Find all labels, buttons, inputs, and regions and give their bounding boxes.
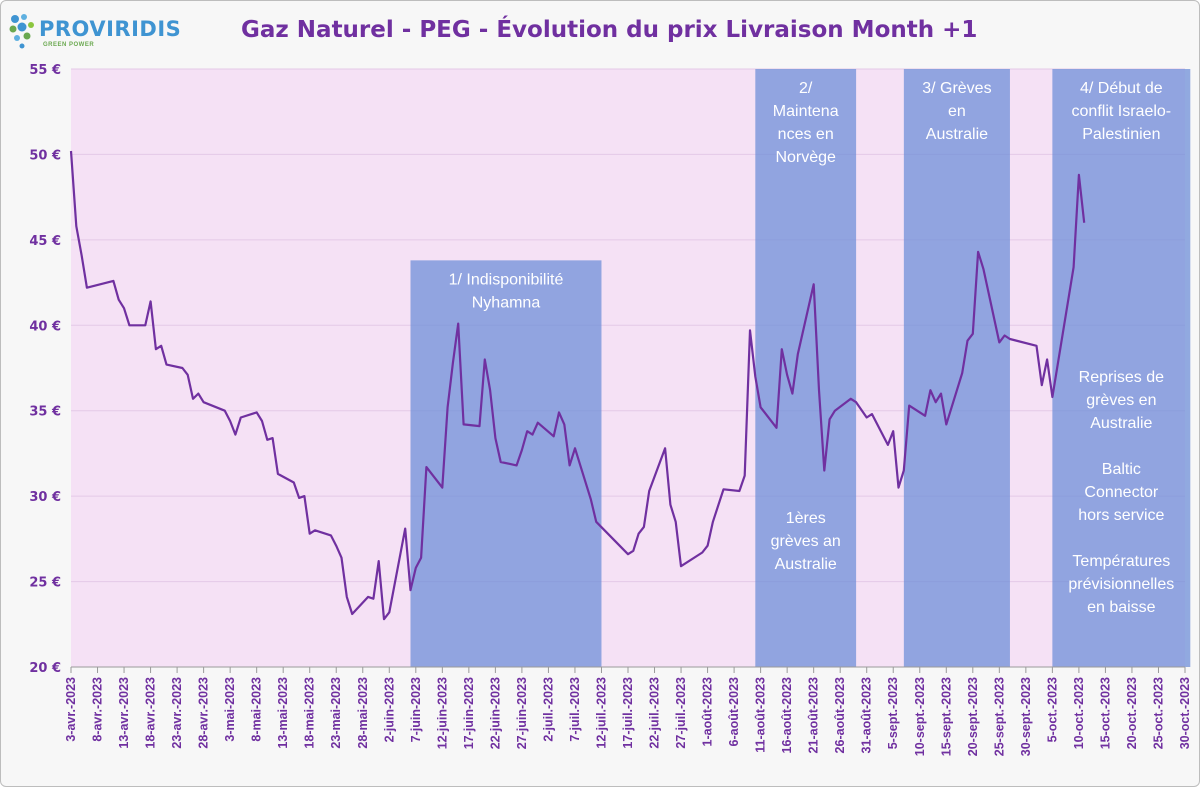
x-tick-label: 18-mai-2023	[303, 677, 317, 749]
price-line	[69, 150, 1086, 621]
x-tick-label: 20-oct.-2023	[1125, 677, 1139, 749]
x-tick-label: 10-oct.-2023	[1072, 677, 1086, 749]
band-3-label-line: en	[948, 103, 966, 120]
y-tick-label: 40 €	[29, 319, 61, 334]
event-band-3	[903, 69, 1010, 667]
x-tick-label: 22-juil.-2023	[648, 677, 662, 749]
x-tick-label: 20-sept.-2023	[966, 677, 980, 756]
x-tick-label: 2-juin-2023	[382, 677, 396, 742]
x-tick-label: 31-août-2023	[860, 677, 874, 753]
x-tick-label: 8-mai-2023	[250, 677, 264, 742]
event-band-4	[1052, 69, 1191, 667]
band-4-label-line: 4/ Début de	[1080, 80, 1163, 97]
x-tick-label: 30-sept.-2023	[1019, 677, 1033, 756]
y-tick-label: 20 €	[29, 661, 61, 676]
y-tick-label: 50 €	[29, 148, 61, 163]
x-tick-label: 28-avr.-2023	[197, 677, 211, 749]
x-tick-label: 15-sept.-2023	[939, 677, 953, 756]
x-tick-label: 2-juil.-2023	[541, 677, 555, 742]
x-tick-label: 16-août-2023	[780, 677, 794, 753]
x-tick-label: 23-avr.-2023	[170, 677, 184, 749]
x-tick-label: 17-juil.-2023	[621, 677, 635, 749]
band-4-note-line: grèves en	[1086, 392, 1156, 409]
x-tick-label: 6-août-2023	[727, 677, 741, 747]
x-tick-label: 3-avr.-2023	[64, 677, 78, 742]
x-tick-label: 25-oct.-2023	[1151, 677, 1165, 749]
band-4-note-line: Australie	[1090, 415, 1152, 432]
x-tick-label: 28-mai-2023	[356, 677, 370, 749]
band-4-note-line: en baisse	[1087, 599, 1156, 616]
x-tick-label: 12-juil.-2023	[594, 677, 608, 749]
band-2-label-line: Norvège	[775, 149, 836, 166]
x-tick-label: 15-oct.-2023	[1098, 677, 1112, 749]
logo-tagline: GREEN POWER	[43, 42, 95, 48]
band-3-label-line: Australie	[926, 126, 988, 143]
event-band-2	[755, 69, 857, 667]
x-tick-label: 10-sept.-2023	[913, 677, 927, 756]
band-4-note-line: hors service	[1078, 507, 1164, 524]
x-tick-label: 18-avr.-2023	[144, 677, 158, 749]
logo-dots-icon	[9, 14, 34, 49]
x-tick-label: 13-avr.-2023	[117, 677, 131, 749]
band-4-note-line: Températures	[1072, 553, 1170, 570]
band-4-note-line: prévisionnelles	[1068, 576, 1174, 593]
y-tick-label: 45 €	[29, 234, 61, 249]
x-tick-label: 22-juin-2023	[488, 677, 502, 749]
x-tick-label: 17-juin-2023	[462, 677, 476, 749]
band-4-note-line: Reprises de	[1079, 369, 1164, 386]
x-tick-label: 26-août-2023	[833, 677, 847, 753]
x-tick-label: 25-sept.-2023	[992, 677, 1006, 756]
x-tick-label: 30-oct.-2023	[1178, 677, 1192, 749]
x-tick-label: 11-août-2023	[754, 677, 768, 753]
band-4-label-line: Palestinien	[1082, 126, 1160, 143]
band-2-label-line: Maintena	[773, 103, 839, 120]
band-2-label-line: nces en	[778, 126, 834, 143]
x-tick-label: 21-août-2023	[807, 677, 821, 753]
y-tick-label: 35 €	[29, 405, 61, 420]
x-tick-label: 3-mai-2023	[223, 677, 237, 742]
band-4-note-line: Baltic	[1102, 461, 1141, 478]
band-3-label-line: 3/ Grèves	[922, 80, 991, 97]
band-1-label-line: 1/ Indisponibilité	[449, 271, 564, 288]
x-tick-label: 12-juin-2023	[435, 677, 449, 749]
x-tick-label: 23-mai-2023	[329, 677, 343, 749]
band-1-label-line: Nyhamna	[472, 294, 541, 311]
band-4-note-line: Connector	[1084, 484, 1158, 501]
x-tick-label: 8-avr.-2023	[91, 677, 105, 742]
logo: PROVIRIDIS GREEN POWER	[7, 11, 181, 55]
x-tick-label: 27-juin-2023	[515, 677, 529, 749]
x-tick-label: 13-mai-2023	[276, 677, 290, 749]
logo-text: PROVIRIDIS	[39, 17, 182, 41]
y-tick-label: 25 €	[29, 576, 61, 591]
x-tick-label: 1-août-2023	[701, 677, 715, 747]
band-2-note-line: grèves an	[771, 533, 841, 550]
x-tick-label: 5-oct.-2023	[1045, 677, 1059, 742]
band-2-note-line: 1ères	[786, 510, 826, 527]
y-tick-label: 55 €	[29, 63, 61, 78]
x-tick-label: 27-juil.-2023	[674, 677, 688, 749]
x-tick-label: 5-sept.-2023	[886, 677, 900, 749]
band-4-label-line: conflit Israelo-	[1072, 103, 1172, 120]
chart-title: Gaz Naturel - PEG - Évolution du prix Li…	[241, 17, 978, 43]
band-2-label-line: 2/	[799, 80, 813, 97]
y-tick-label: 30 €	[29, 490, 61, 505]
band-2-note-line: Australie	[775, 556, 837, 573]
x-tick-label: 7-juin-2023	[409, 677, 423, 742]
plot-area	[71, 69, 1185, 667]
x-tick-label: 7-juil.-2023	[568, 677, 582, 742]
